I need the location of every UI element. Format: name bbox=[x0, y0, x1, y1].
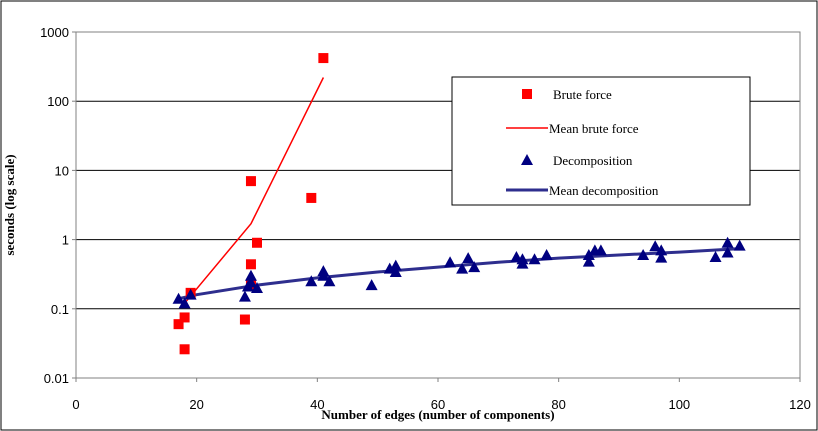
data-point bbox=[516, 257, 529, 269]
data-point bbox=[365, 279, 378, 291]
data-point bbox=[323, 275, 336, 287]
y-tick-label: 100 bbox=[47, 94, 69, 109]
legend-entry: Mean brute force bbox=[506, 121, 639, 136]
data-point bbox=[245, 259, 256, 270]
x-tick-label: 40 bbox=[310, 397, 324, 412]
data-point bbox=[444, 256, 457, 268]
data-point bbox=[306, 192, 317, 203]
x-tick-label: 20 bbox=[189, 397, 203, 412]
x-axis-ticks: 0 20 40 60 80 100 120 bbox=[72, 378, 811, 412]
data-point bbox=[389, 259, 402, 271]
data-point bbox=[594, 244, 607, 256]
x-tick-label: 60 bbox=[431, 397, 445, 412]
data-point bbox=[528, 253, 541, 265]
series-mean-decomposition bbox=[178, 247, 740, 301]
data-point bbox=[305, 275, 318, 287]
legend-label: Brute force bbox=[553, 87, 612, 102]
data-point bbox=[709, 251, 722, 263]
y-tick-label: 10 bbox=[55, 163, 69, 178]
data-point bbox=[173, 319, 184, 330]
x-tick-label: 0 bbox=[72, 397, 79, 412]
data-point bbox=[649, 240, 662, 252]
legend-box bbox=[451, 76, 751, 206]
data-point bbox=[179, 312, 190, 323]
y-tick-label: 1000 bbox=[40, 25, 69, 40]
data-point bbox=[238, 290, 251, 302]
data-point bbox=[184, 288, 197, 300]
data-point bbox=[317, 269, 330, 281]
series-decomposition bbox=[172, 236, 746, 309]
data-point bbox=[245, 176, 256, 187]
data-point bbox=[172, 292, 185, 304]
series-line bbox=[178, 247, 740, 301]
series-mean-brute-force bbox=[184, 77, 325, 304]
data-point bbox=[244, 276, 257, 288]
y-axis-ticks: 0.01 0.1 1 10 100 1000 bbox=[40, 25, 76, 386]
data-point bbox=[252, 237, 262, 248]
data-point bbox=[540, 248, 553, 260]
data-point bbox=[468, 261, 481, 273]
x-axis-title: Number of edges (number of components) bbox=[321, 407, 554, 422]
data-point bbox=[244, 269, 257, 281]
legend: Brute force Mean brute force Decomposition… bbox=[451, 76, 751, 206]
series-layer bbox=[172, 53, 746, 355]
legend-entry: Decomposition bbox=[521, 153, 633, 168]
data-point bbox=[655, 251, 668, 263]
data-point bbox=[251, 281, 263, 293]
x-tick-label: 120 bbox=[789, 397, 811, 412]
data-point bbox=[582, 248, 595, 260]
x-tick-label: 100 bbox=[668, 397, 690, 412]
legend-label: Mean brute force bbox=[549, 121, 639, 136]
legend-entry: Brute force bbox=[522, 87, 612, 102]
data-point bbox=[239, 314, 250, 325]
data-point bbox=[721, 236, 734, 248]
data-point bbox=[721, 246, 734, 258]
y-tick-label: 1 bbox=[62, 233, 69, 248]
legend-entry: Mean decomposition bbox=[506, 183, 659, 198]
data-point bbox=[318, 53, 329, 64]
data-point bbox=[178, 297, 191, 309]
data-point bbox=[389, 266, 402, 278]
data-point bbox=[462, 252, 475, 264]
data-point bbox=[582, 255, 595, 267]
series-line bbox=[184, 77, 325, 304]
y-tick-label: 0.01 bbox=[44, 371, 69, 386]
legend-entries: Brute force Mean brute force Decomposition… bbox=[506, 87, 659, 198]
legend-label: Decomposition bbox=[553, 153, 633, 168]
data-point bbox=[637, 248, 650, 260]
legend-label: Mean decomposition bbox=[549, 183, 659, 198]
data-point bbox=[383, 262, 396, 274]
y-tick-label: 0.1 bbox=[51, 302, 69, 317]
data-point bbox=[733, 239, 746, 251]
data-point bbox=[179, 344, 190, 355]
data-point bbox=[655, 244, 668, 256]
legend-swatch-marker bbox=[521, 154, 533, 165]
data-point bbox=[456, 262, 469, 274]
y-axis-title: seconds (log scale) bbox=[2, 154, 17, 255]
x-tick-label: 80 bbox=[551, 397, 565, 412]
legend-swatch-marker bbox=[522, 89, 532, 99]
